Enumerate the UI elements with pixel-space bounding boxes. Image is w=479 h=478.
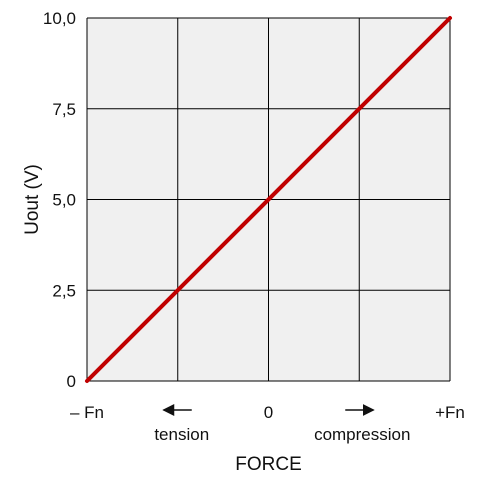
y-tick-label: 5,0 xyxy=(52,191,76,210)
annotations: tension compression xyxy=(154,404,410,444)
y-tick-labels: 0 2,5 5,0 7,5 10,0 xyxy=(43,9,76,391)
annotation-label: compression xyxy=(314,425,410,444)
x-tick-label: 0 xyxy=(264,403,273,422)
x-tick-label: +Fn xyxy=(435,403,465,422)
y-tick-label: 2,5 xyxy=(52,281,76,300)
y-tick-label: 7,5 xyxy=(52,100,76,119)
series-layer xyxy=(85,16,452,383)
series-line xyxy=(85,16,452,383)
y-axis-label: Uout (V) xyxy=(22,164,43,235)
x-tick-label: – Fn xyxy=(70,403,104,422)
y-tick-label: 10,0 xyxy=(43,9,76,28)
annotation-label: tension xyxy=(154,425,209,444)
x-tick-labels: – Fn 0 +Fn xyxy=(70,403,465,422)
y-tick-label: 0 xyxy=(67,372,76,391)
x-axis-label: FORCE xyxy=(235,454,302,475)
